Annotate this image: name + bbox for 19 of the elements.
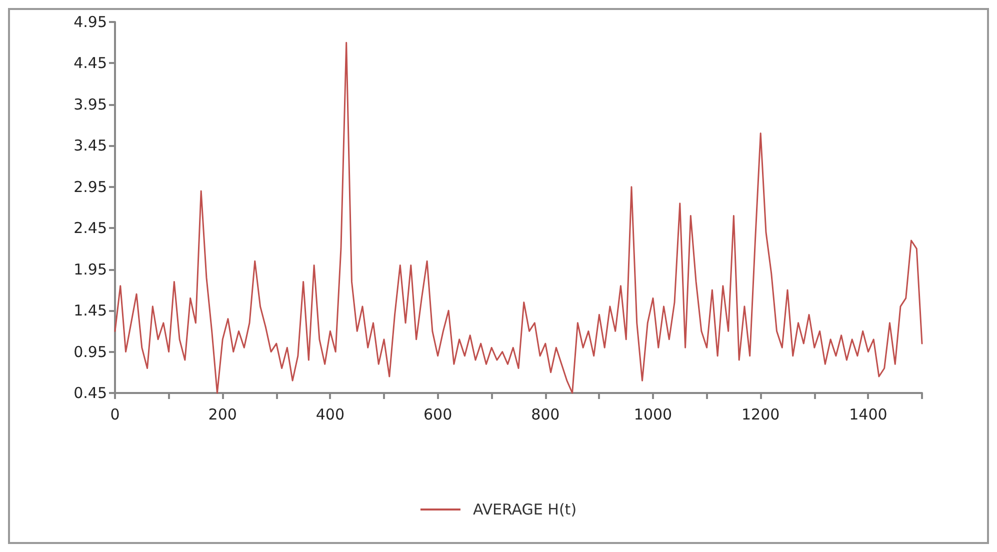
x-tick-label: 800 — [531, 406, 560, 424]
y-tick-label: 1.45 — [74, 302, 107, 320]
y-tick-label: 0.95 — [74, 342, 107, 361]
y-tick-label: 4.95 — [74, 13, 107, 31]
y-tick-label: 4.45 — [74, 54, 107, 72]
y-tick-label: 1.95 — [74, 260, 107, 278]
y-tick-label: 2.95 — [74, 178, 107, 196]
x-tick-label: 600 — [423, 406, 452, 424]
x-tick-label: 200 — [208, 406, 237, 424]
x-tick-label: 1400 — [849, 406, 888, 424]
y-tick-label: 3.95 — [74, 95, 107, 114]
x-tick-label: 0 — [110, 406, 120, 424]
x-tick-label: 1200 — [742, 406, 780, 424]
legend-label: AVERAGE H(t) — [472, 500, 577, 518]
x-tick-label: 400 — [316, 406, 345, 424]
y-tick-label: 0.45 — [74, 384, 107, 402]
y-tick-label: 2.45 — [74, 219, 107, 238]
y-tick-label: 3.45 — [74, 136, 107, 155]
x-tick-label: 1000 — [634, 406, 672, 424]
